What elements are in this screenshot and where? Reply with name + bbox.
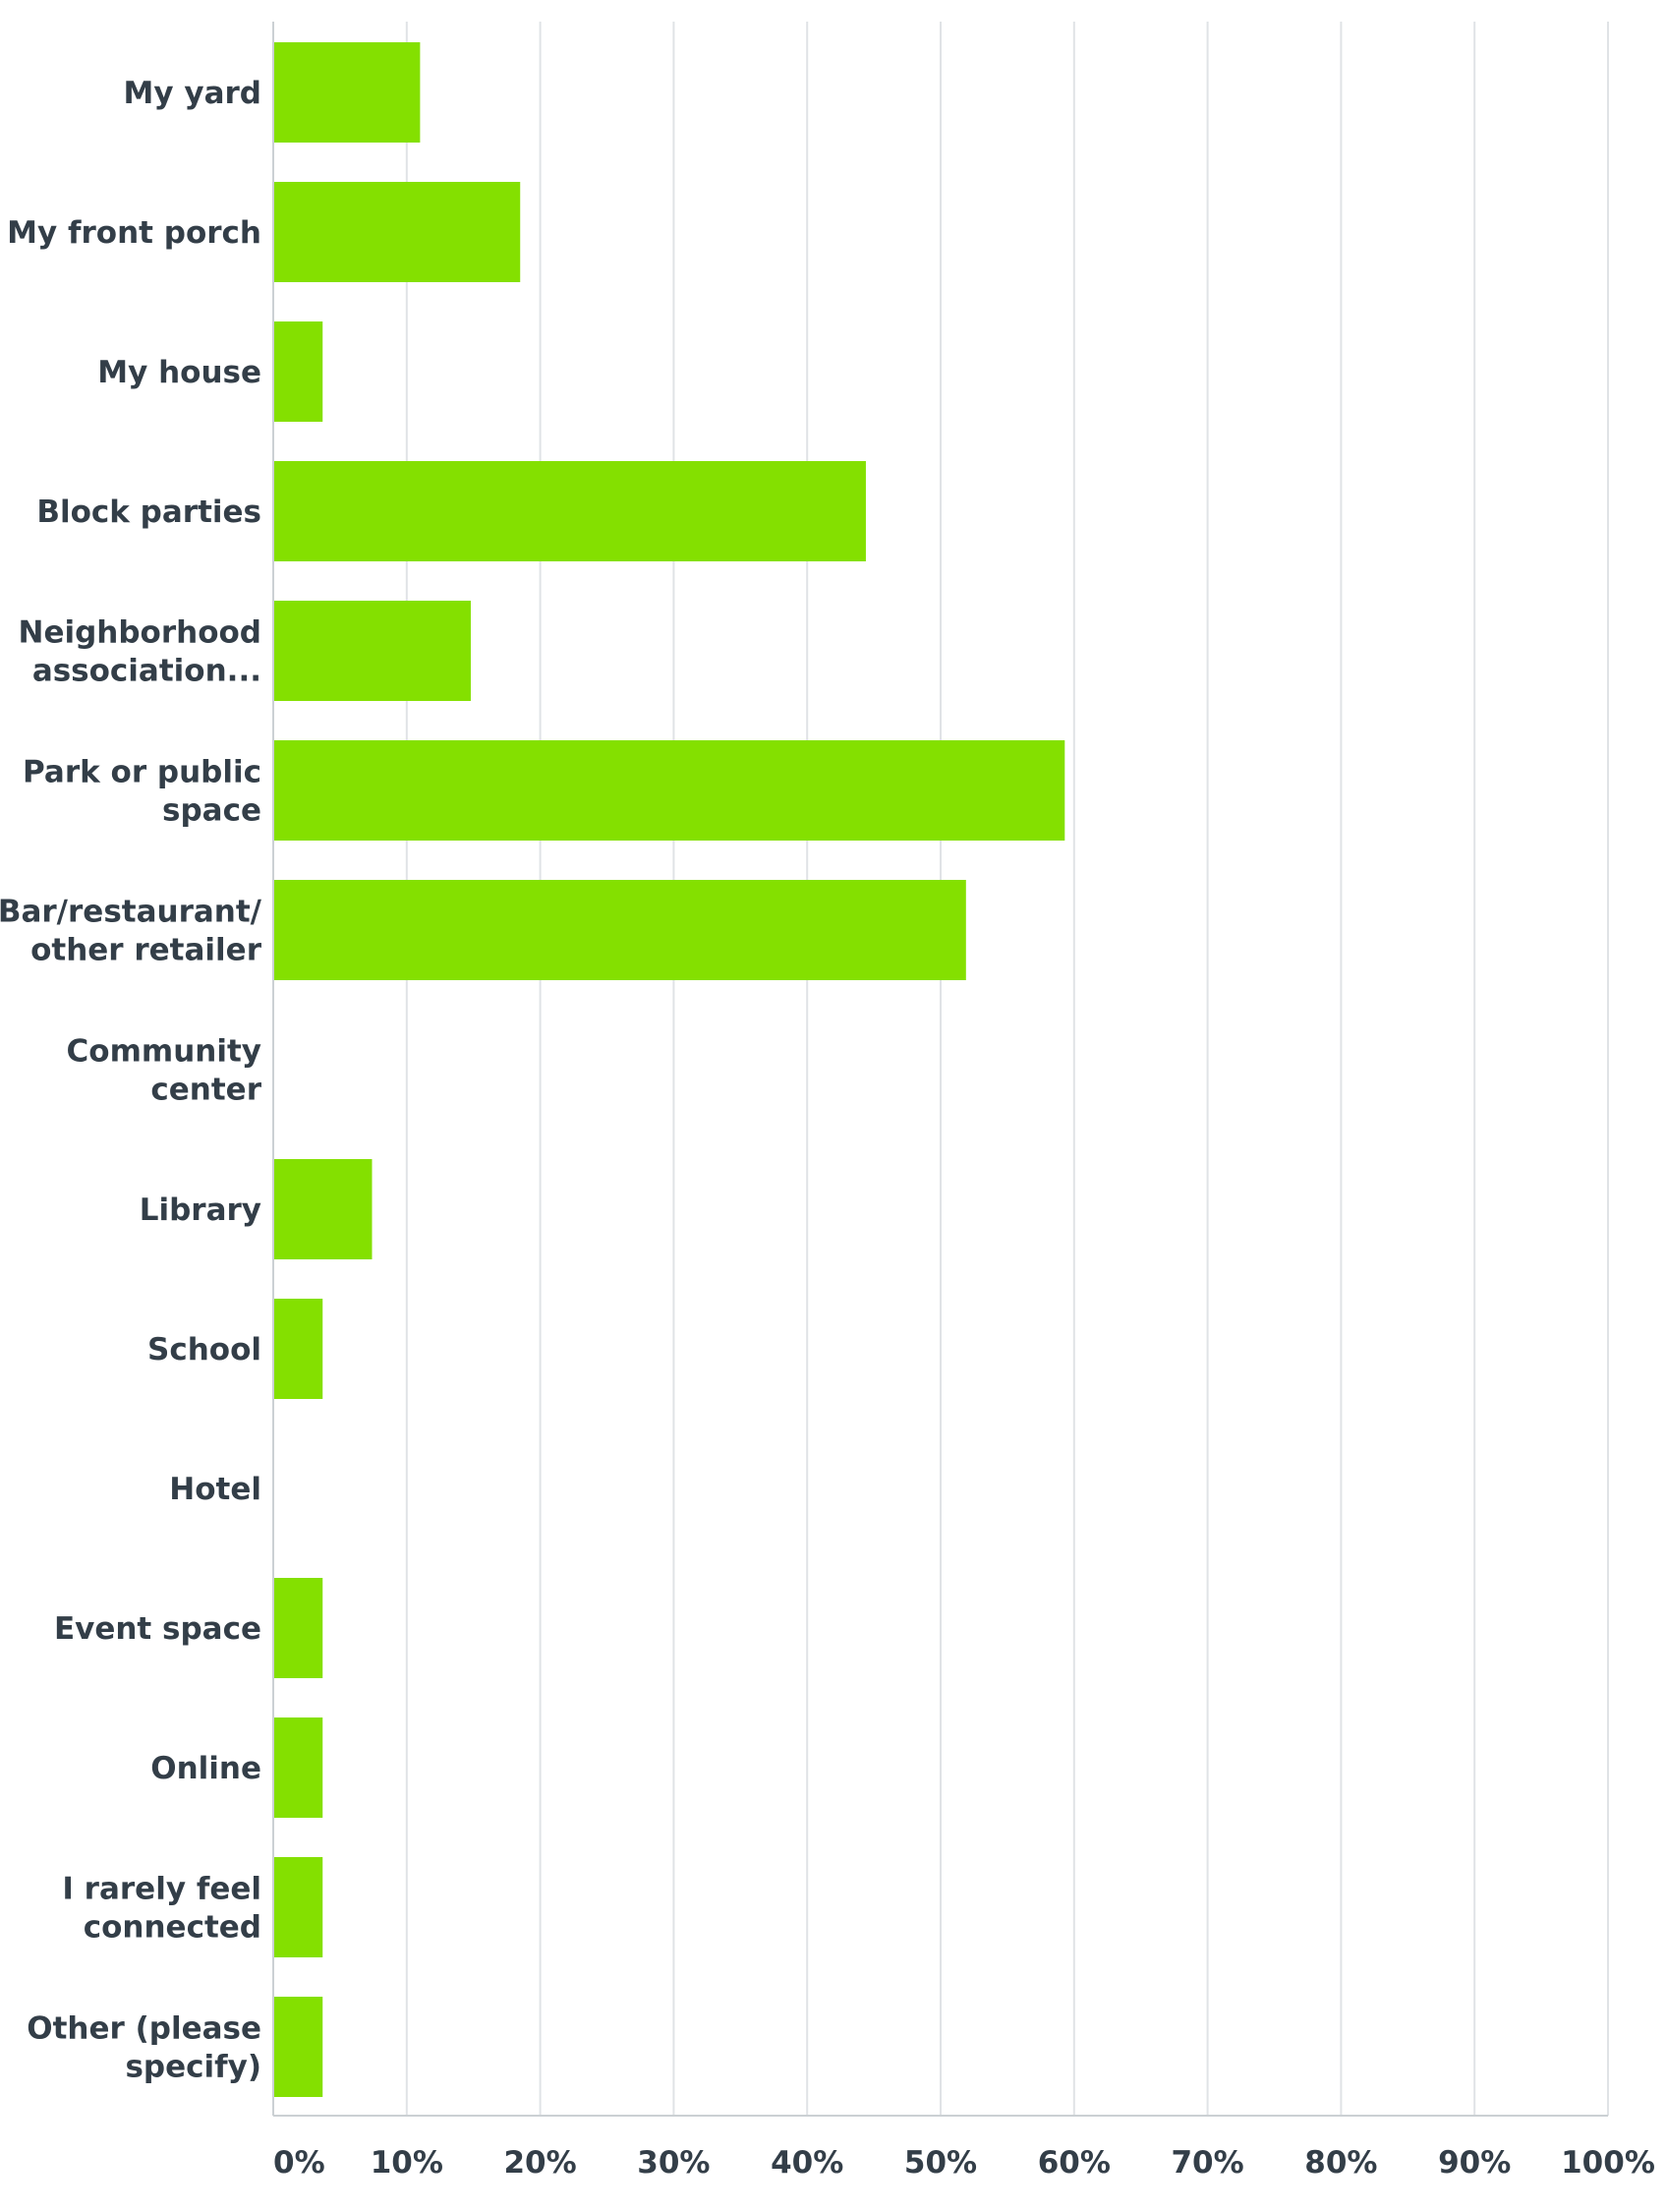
x-tick-label: 100%: [1561, 2145, 1655, 2181]
axis-layer: [272, 22, 1608, 2117]
grid-layer: [405, 22, 1609, 2116]
bar: [274, 321, 323, 422]
bar-layer: [274, 42, 1065, 2097]
x-tick-label: 30%: [637, 2145, 710, 2181]
category-label: My yard: [124, 76, 261, 111]
x-tick-label: 20%: [503, 2145, 576, 2181]
category-label: Other (please specify): [27, 2011, 261, 2085]
bar: [274, 1717, 323, 1818]
x-tick-label: 50%: [904, 2145, 977, 2181]
category-label: Online: [150, 1751, 261, 1786]
category-label: Block parties: [36, 495, 261, 530]
category-label: I rarely feel connected: [62, 1872, 261, 1946]
category-labels: My yard My front porch My house Block parti…: [0, 76, 262, 2085]
category-label: Community center: [67, 1034, 262, 1108]
tick-labels: 0% 10% 20% 30% 40% 50% 60% 70% 80% 90% 100%: [273, 2145, 1655, 2181]
x-tick-label: 70%: [1171, 2145, 1243, 2181]
bar: [274, 1299, 323, 1399]
x-tick-label: 90%: [1438, 2145, 1511, 2181]
category-label: Neighborhood association...: [19, 615, 262, 689]
bar: [274, 1997, 323, 2097]
bar: [274, 1857, 323, 1957]
category-label: Bar/restaurant/other retailer: [0, 895, 262, 968]
bar: [274, 182, 521, 282]
x-tick-label: 60%: [1038, 2145, 1111, 2181]
category-label: Park or public space: [23, 755, 261, 829]
category-label: Library: [140, 1193, 261, 1228]
x-tick-label: 0%: [273, 2145, 325, 2181]
bar: [274, 461, 866, 561]
category-label: Hotel: [169, 1472, 261, 1507]
category-label: Event space: [54, 1611, 261, 1647]
bar: [274, 601, 471, 701]
x-tick-label: 10%: [371, 2145, 443, 2181]
category-label: My house: [97, 355, 261, 390]
bar: [274, 1578, 323, 1678]
bar: [274, 42, 421, 143]
category-label: School: [147, 1332, 261, 1368]
x-tick-label: 80%: [1304, 2145, 1377, 2181]
bar: [274, 740, 1065, 841]
bar: [274, 1159, 373, 1259]
x-tick-label: 40%: [771, 2145, 843, 2181]
bar: [274, 880, 966, 980]
category-label: My front porch: [7, 215, 261, 251]
